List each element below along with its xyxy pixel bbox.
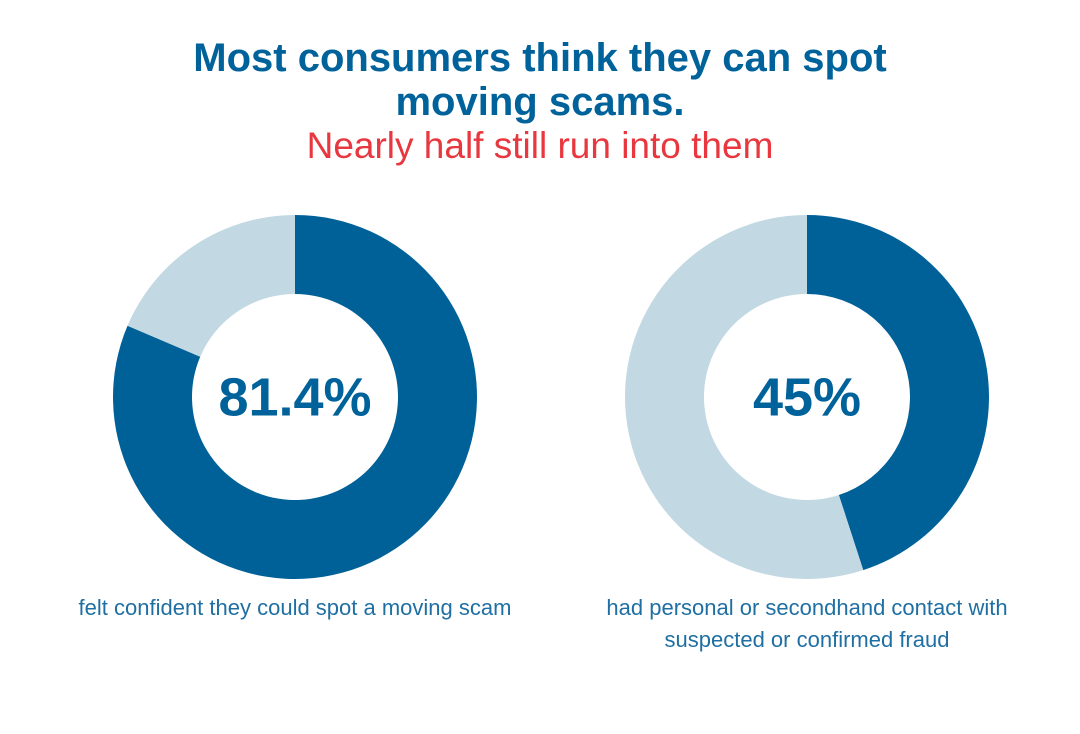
donut-segment [127, 215, 295, 357]
title: Most consumers think they can spot movin… [193, 36, 887, 124]
caption: had personal or secondhand contact with … [606, 595, 1008, 652]
subtitle: Nearly half still run into them [306, 125, 774, 166]
center-label: 81.4% [218, 367, 371, 427]
donut-segment [112, 215, 478, 580]
caption: felt confident they could spot a moving … [78, 595, 512, 620]
donut-segment [807, 215, 989, 571]
donut-segment [625, 215, 864, 579]
center-label: 45% [753, 367, 861, 427]
